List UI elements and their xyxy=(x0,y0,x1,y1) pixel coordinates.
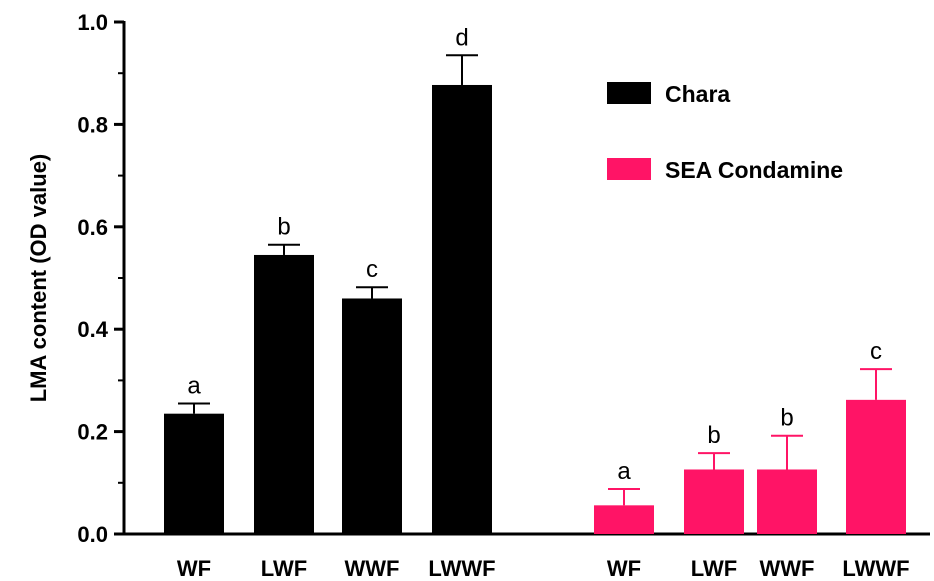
x-tick-label: LWWF xyxy=(842,556,909,581)
significance-label: a xyxy=(187,372,201,399)
x-tick-label: LWF xyxy=(691,556,737,581)
bar xyxy=(164,413,224,534)
significance-label: c xyxy=(870,338,882,365)
bars xyxy=(164,54,906,534)
y-tick-label: 0.2 xyxy=(77,420,108,445)
legend-label: Chara xyxy=(665,81,730,107)
bar xyxy=(757,469,817,534)
x-tick-label: WF xyxy=(177,556,211,581)
legend: Chara SEA Condamine xyxy=(607,81,843,183)
x-tick-label: LWWF xyxy=(428,556,495,581)
bar xyxy=(684,469,744,534)
bar xyxy=(342,298,402,534)
y-tick-label: 0.8 xyxy=(77,112,108,137)
significance-label: b xyxy=(780,405,793,432)
significance-label: b xyxy=(277,214,290,241)
x-tick-label: WWF xyxy=(760,556,815,581)
bar xyxy=(594,505,654,534)
bar xyxy=(846,399,906,534)
y-tick-label: 0.0 xyxy=(77,522,108,547)
x-tick-label: WWF xyxy=(345,556,400,581)
legend-label: SEA Condamine xyxy=(665,157,843,183)
x-tick-label: LWF xyxy=(261,556,307,581)
significance-label: d xyxy=(455,24,468,51)
y-tick-label: 1.0 xyxy=(77,10,108,35)
significance-label: a xyxy=(617,458,631,485)
legend-swatch xyxy=(607,82,651,104)
labels: a WF b LWF c WWF d LWWF a WF b LWF b WWF c LWWF xyxy=(177,24,910,581)
y-axis-label: LMA content (OD value) xyxy=(26,154,51,403)
significance-label: c xyxy=(366,256,378,283)
bar xyxy=(254,254,314,534)
legend-swatch xyxy=(607,158,651,180)
significance-label: b xyxy=(707,422,720,449)
bar xyxy=(432,84,492,534)
y-tick-label: 0.6 xyxy=(77,215,108,240)
y-tick-label: 0.4 xyxy=(77,317,108,342)
x-tick-label: WF xyxy=(607,556,641,581)
